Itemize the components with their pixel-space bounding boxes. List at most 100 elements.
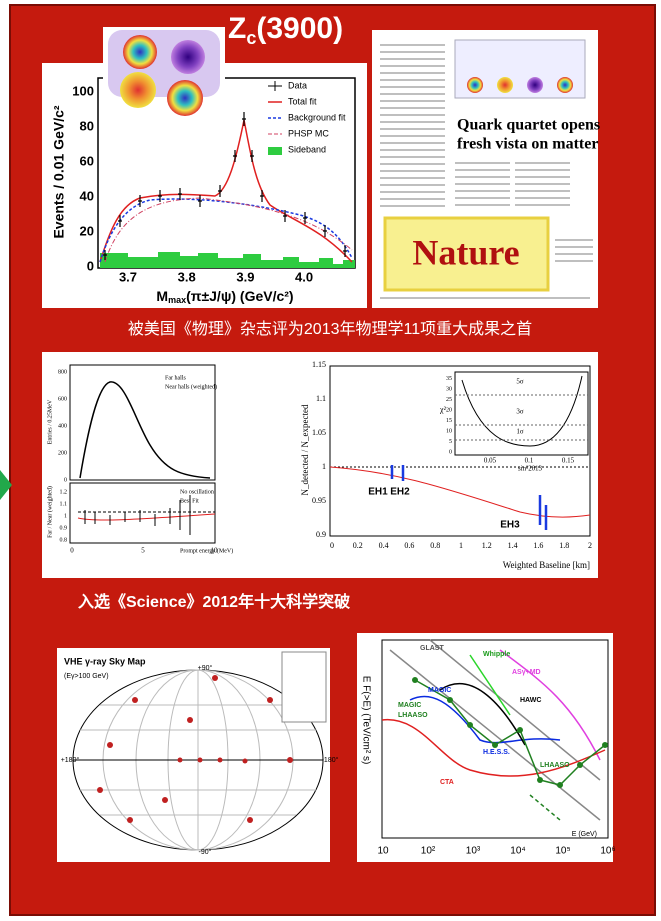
- label: 0.95: [312, 496, 326, 505]
- label: (Eγ>100 GeV): [64, 673, 109, 680]
- label: 0: [70, 547, 74, 555]
- label: EH2: [390, 487, 410, 498]
- label: 400: [58, 423, 67, 429]
- label: 35: [446, 376, 452, 382]
- label: 1: [64, 513, 67, 519]
- label: χ²: [439, 405, 447, 414]
- label: Best Fit: [180, 498, 199, 504]
- nature-page: Quark quartet opens fresh vista on matte…: [372, 30, 600, 308]
- label: (π±J/ψ) (GeV/c²): [186, 288, 294, 304]
- label: Entries / 0.25MeV: [47, 399, 53, 444]
- label: 1.4: [508, 541, 518, 550]
- label: 25: [446, 397, 452, 403]
- label: 1.2: [482, 541, 492, 550]
- label: 800: [58, 369, 67, 375]
- label: LHAASO: [398, 712, 428, 719]
- label: 4.0: [295, 269, 313, 284]
- sphere: [123, 35, 157, 69]
- label: 200: [58, 450, 67, 456]
- label: EH1: [368, 487, 388, 498]
- label: PHSP MC: [288, 128, 329, 138]
- label: M: [156, 288, 168, 304]
- label: Far / Near (weighted): [46, 486, 53, 538]
- label: -90°: [199, 848, 212, 856]
- label: 3.7: [119, 269, 137, 284]
- label: 0.15: [562, 457, 575, 465]
- label: 10³: [466, 846, 481, 857]
- label: 3.9: [236, 269, 254, 284]
- label: Total fit: [288, 96, 317, 106]
- label: 3σ: [516, 408, 524, 416]
- label: 1σ: [516, 428, 524, 436]
- label: 1: [459, 541, 463, 550]
- label: 0.9: [60, 525, 68, 531]
- label: 0: [330, 541, 334, 550]
- label: 10: [446, 428, 452, 434]
- label: 3.8: [178, 269, 196, 284]
- label: 10⁶: [600, 846, 615, 857]
- label: 600: [58, 396, 67, 402]
- label: sin²2θ13: [518, 465, 543, 473]
- label: 0.8: [430, 541, 440, 550]
- sphere: [120, 72, 156, 108]
- label: 1.6: [533, 541, 543, 550]
- label: 10²: [421, 846, 436, 857]
- label: +90°: [198, 664, 213, 672]
- label: 10⁵: [555, 846, 570, 857]
- caption: 被美国《物理》杂志评为2013年物理学11项重大成果之首: [128, 320, 532, 338]
- page: Zc(3900) Quark quartet opens fresh vista…: [0, 0, 661, 921]
- label: 100: [72, 83, 94, 98]
- label: 1.8: [559, 541, 569, 550]
- label: 0.4: [379, 541, 389, 550]
- label: 1.15: [312, 360, 326, 369]
- label: No oscillation: [180, 489, 214, 495]
- sphere: [171, 40, 205, 74]
- label: 1.05: [312, 428, 326, 437]
- label: 10⁴: [510, 846, 525, 857]
- label: 0.9: [316, 530, 326, 539]
- label: 10: [377, 846, 389, 857]
- label: 0: [64, 477, 67, 483]
- sky-map: [57, 648, 330, 862]
- label: 5: [449, 439, 452, 445]
- label: 0.05: [484, 457, 497, 465]
- label: Weighted Baseline [km]: [503, 560, 590, 570]
- label: MAGIC: [398, 702, 421, 709]
- label: 40: [80, 188, 94, 203]
- label: Events / 0.01 GeV/c²: [51, 105, 67, 238]
- label: GLAST: [420, 645, 444, 652]
- label: Far halls: [165, 375, 186, 381]
- label: VHE γ-ray Sky Map: [64, 656, 146, 666]
- label: 2: [588, 541, 592, 550]
- label: EH3: [500, 520, 520, 531]
- label: 5σ: [516, 378, 524, 386]
- label: Whipple: [483, 651, 510, 658]
- label: 30: [446, 386, 452, 392]
- label: CTA: [440, 779, 454, 786]
- label: Background fit: [288, 112, 346, 122]
- label: +180°: [61, 756, 80, 764]
- label: 0: [449, 449, 452, 455]
- label: -180°: [322, 756, 339, 764]
- label: 0.6: [404, 541, 414, 550]
- label: HAWC: [520, 697, 541, 704]
- label: MAGIC: [428, 687, 451, 694]
- label: 1.1: [60, 501, 68, 507]
- label: 15: [446, 418, 452, 424]
- label: N_detected / N_expected: [300, 404, 310, 495]
- label: 1.2: [60, 489, 68, 495]
- label: Near halls (weighted): [165, 383, 217, 390]
- label: 20: [80, 223, 94, 238]
- label: 5: [141, 547, 145, 555]
- label: E (GeV): [572, 831, 597, 838]
- label: 60: [80, 153, 94, 168]
- label: 0.2: [353, 541, 363, 550]
- sensitivity-plot: [357, 633, 613, 862]
- label: Prompt energy (MeV): [180, 547, 233, 554]
- label: ASγ+MD: [512, 669, 541, 676]
- label: 80: [80, 118, 94, 133]
- label: E F(>E) (TeV/cm² s): [360, 676, 371, 765]
- label: Sideband: [288, 144, 326, 154]
- label: max: [168, 295, 186, 305]
- headline: Quark quartet opens: [457, 117, 600, 134]
